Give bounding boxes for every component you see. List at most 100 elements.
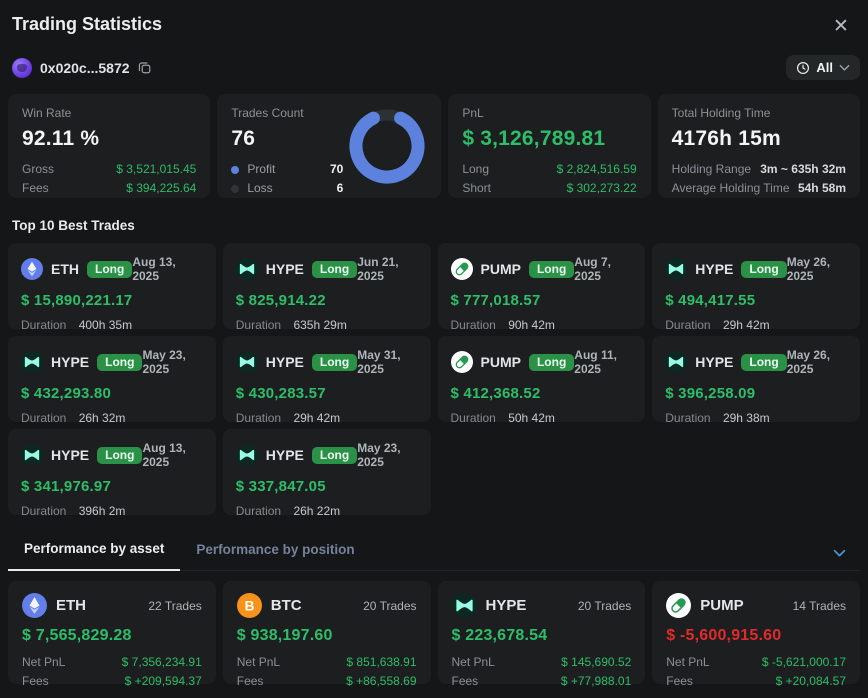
net-pnl-label: Net PnL [666,655,710,669]
loss-dot-icon [231,184,240,193]
trade-coin-symbol: HYPE [265,354,304,370]
close-icon[interactable]: ✕ [833,16,849,37]
account-row: 0x020c...5872 All [12,55,860,80]
trade-side-badge: Long [528,353,575,371]
pump-coin-icon [666,593,692,618]
asset-pnl: $ -5,600,915.60 [666,627,782,644]
trade-side-badge: Long [311,446,358,464]
duration-value: 29h 42m [293,411,341,425]
duration-value: 635h 29m [293,318,347,332]
trade-duration-row: Duration 50h 42m [451,411,633,425]
trade-pnl: $ 396,258.09 [665,385,756,402]
trade-pnl: $ 825,914.22 [235,292,326,309]
trade-card: ETH Long Aug 13, 2025 $ 15,890,221.17 Du… [8,243,216,332]
net-pnl-label: Net PnL [22,655,66,669]
trade-coin-symbol: HYPE [265,261,304,277]
duration-value: 26h 22m [293,504,341,518]
trade-side-badge: Long [97,446,143,464]
trade-card: PUMP Long Aug 7, 2025 $ 777,018.57 Durat… [437,243,646,332]
duration-value: 29h 38m [722,411,770,425]
trade-date: May 26, 2025 [786,348,831,376]
hype-coin-icon [665,258,688,280]
asset-fees-label: Fees [666,674,693,688]
asset-card: PUMP 14 Trades $ -5,600,915.60 Net PnL $… [652,581,860,688]
trade-pnl: $ 412,368.52 [450,385,541,402]
duration-label: Duration [235,318,282,332]
trade-duration-row: Duration 400h 35m [21,318,203,332]
asset-fees-row: Fees $ +20,084.57 [666,672,846,691]
trade-duration-row: Duration 26h 22m [236,504,418,518]
trade-date: May 23, 2025 [357,441,401,469]
duration-value: 29h 42m [722,318,770,332]
svg-text:B: B [244,599,254,614]
hype-coin-icon [235,258,258,280]
trade-side-badge: Long [741,260,787,278]
trade-card: HYPE Long Aug 13, 2025 $ 341,976.97 Dura… [8,429,216,518]
trade-coin-symbol: HYPE [265,447,304,463]
holding-range-row: Holding Range 3m ~ 635h 32m [671,162,846,176]
trade-coin-symbol: PUMP [480,261,521,277]
asset-trades-count: 22 Trades [148,598,202,613]
legend-loss: Loss 6 [231,179,343,198]
legend-profit: Profit 70 [231,160,343,179]
trade-duration-row: Duration 29h 38m [665,411,847,425]
duration-label: Duration [235,504,282,518]
time-filter-value: All [816,60,833,75]
trade-pnl: $ 341,976.97 [21,478,111,495]
wallet-address: 0x020c...5872 [40,59,130,76]
duration-value: 90h 42m [508,318,555,332]
asset-fees-value: $ +20,084.57 [775,674,846,688]
trade-duration-row: Duration 29h 42m [236,411,418,425]
asset-trades-count: 20 Trades [363,598,417,613]
win-rate-card: Win Rate 92.11 % Gross $ 3,521,015.45 Fee… [8,94,211,198]
tab-performance-by-asset[interactable]: Performance by asset [8,535,181,571]
trade-duration-row: Duration 396h 2m [21,504,203,518]
trade-card: PUMP Long Aug 11, 2025 $ 412,368.52 Dura… [437,336,646,425]
trade-pnl: $ 337,847.05 [235,478,326,495]
trades-count-card: Trades Count 76 Profit 70 Loss 6 [217,94,442,198]
trade-pnl: $ 430,283.57 [235,385,326,402]
net-pnl-value: $ 851,638.91 [346,655,417,669]
trade-pnl: $ 494,417.55 [665,292,756,309]
trade-duration-row: Duration 29h 42m [665,318,847,332]
trade-coin-symbol: HYPE [51,447,90,463]
duration-value: 400h 35m [78,318,133,332]
asset-pnl: $ 938,197.60 [236,627,333,644]
trade-side-badge: Long [311,260,358,278]
duration-label: Duration [21,411,67,425]
trade-date: May 23, 2025 [142,348,186,376]
best-trades-grid: ETH Long Aug 13, 2025 $ 15,890,221.17 Du… [8,243,860,518]
duration-label: Duration [235,411,282,425]
time-filter-dropdown[interactable]: All [786,55,860,80]
trade-card: HYPE Long May 23, 2025 $ 432,293.80 Dura… [8,336,216,425]
pnl-label: PnL [462,106,484,120]
duration-value: 26h 32m [78,411,126,425]
trade-card: HYPE Long May 26, 2025 $ 494,417.55 Dura… [652,243,860,332]
hype-coin-icon [235,351,258,373]
net-pnl-row: Net PnL $ 851,638.91 [237,653,417,672]
trade-pnl: $ 777,018.57 [450,292,541,309]
trade-coin-symbol: HYPE [695,354,734,370]
net-pnl-label: Net PnL [451,655,495,669]
asset-fees-label: Fees [236,674,264,688]
trades-donut-chart [343,106,431,186]
pnl-value: $ 3,126,789.81 [462,127,606,150]
asset-fees-value: $ +77,988.01 [560,674,632,688]
btc-coin-icon: B [236,593,262,618]
trade-duration-row: Duration 90h 42m [451,318,633,332]
trade-date: May 26, 2025 [786,255,831,283]
asset-coin-symbol: HYPE [485,597,527,614]
hype-coin-icon [665,351,688,373]
net-pnl-value: $ 145,690.52 [561,655,632,669]
copy-icon[interactable] [137,60,152,75]
asset-pnl: $ 7,565,829.28 [22,627,132,644]
holding-time-card: Total Holding Time 4176h 15m Holding Ran… [657,94,860,198]
fees-row: Fees $ 394,225.64 [22,181,197,195]
tab-performance-by-position[interactable]: Performance by position [196,542,355,557]
trade-coin-symbol: PUMP [480,354,521,370]
avg-holding-row: Average Holding Time 54h 58m [671,181,846,195]
collapse-chevron-icon[interactable] [833,549,846,570]
duration-value: 50h 42m [508,411,555,425]
duration-label: Duration [665,318,711,332]
trade-side-badge: Long [741,353,787,371]
